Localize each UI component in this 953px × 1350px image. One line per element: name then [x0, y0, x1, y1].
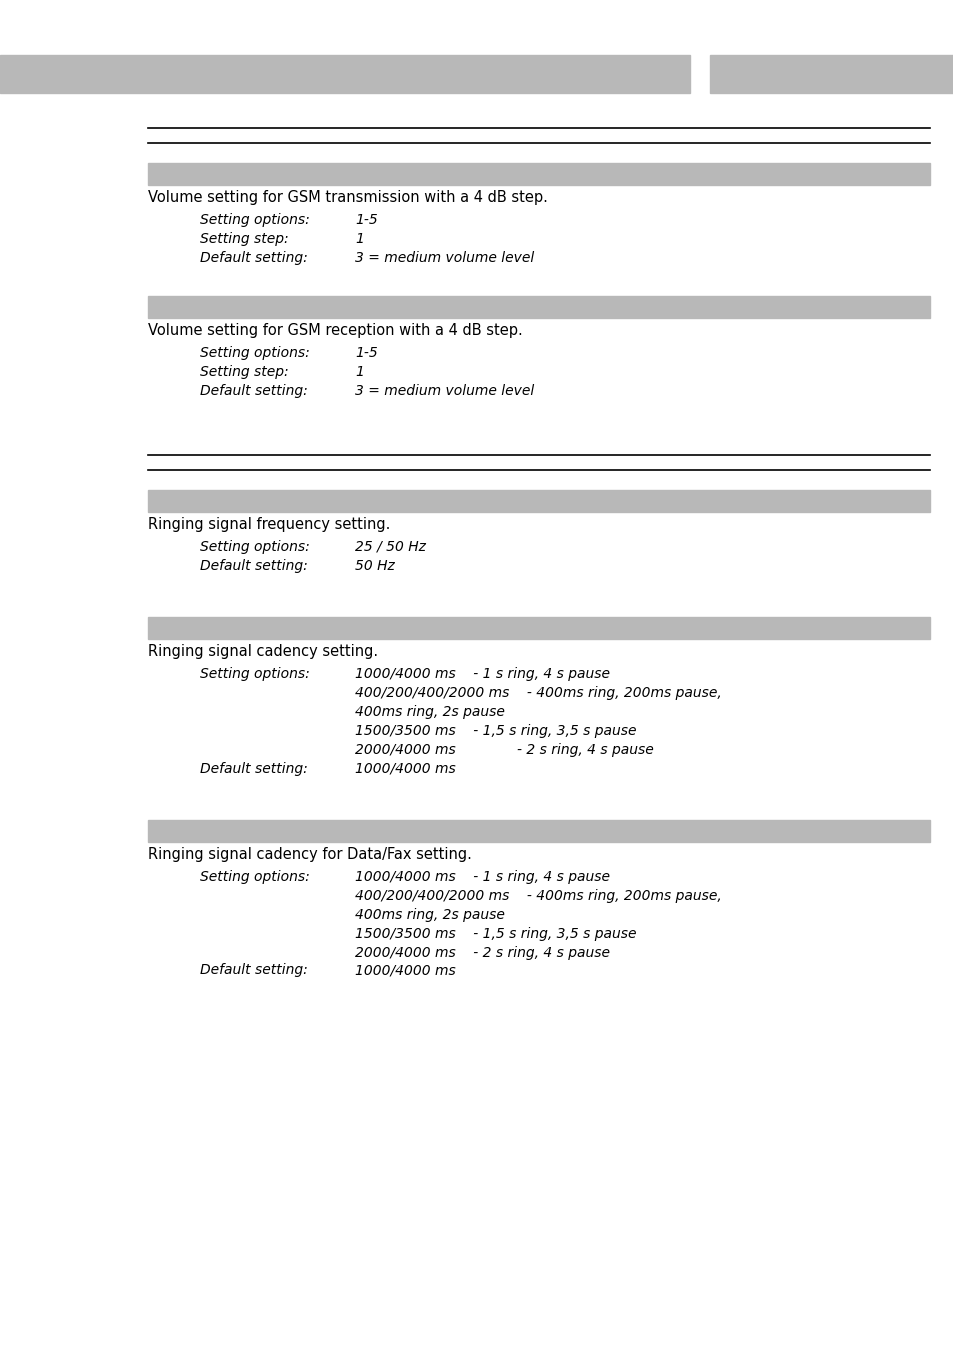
Text: 3 = medium volume level: 3 = medium volume level: [355, 251, 534, 265]
Text: 400ms ring, 2s pause: 400ms ring, 2s pause: [355, 909, 504, 922]
Text: Default setting:: Default setting:: [200, 559, 308, 572]
Text: 1000/4000 ms: 1000/4000 ms: [355, 761, 456, 776]
Text: 50 Hz: 50 Hz: [355, 559, 395, 572]
Text: 400ms ring, 2s pause: 400ms ring, 2s pause: [355, 705, 504, 720]
Text: Setting options:: Setting options:: [200, 869, 310, 884]
Text: 2000/4000 ms    - 2 s ring, 4 s pause: 2000/4000 ms - 2 s ring, 4 s pause: [355, 946, 609, 960]
Text: Ringing signal cadency for Data/Fax setting.: Ringing signal cadency for Data/Fax sett…: [148, 846, 472, 863]
Text: 3 = medium volume level: 3 = medium volume level: [355, 383, 534, 398]
Bar: [148, 163, 929, 185]
Bar: [709, 55, 953, 93]
Text: 2000/4000 ms              - 2 s ring, 4 s pause: 2000/4000 ms - 2 s ring, 4 s pause: [355, 743, 653, 757]
Text: Default setting:: Default setting:: [200, 383, 308, 398]
Text: 400/200/400/2000 ms    - 400ms ring, 200ms pause,: 400/200/400/2000 ms - 400ms ring, 200ms …: [355, 890, 721, 903]
Text: 1: 1: [355, 232, 363, 246]
Bar: [148, 490, 929, 512]
Text: 1-5: 1-5: [355, 346, 377, 360]
Text: Ringing signal frequency setting.: Ringing signal frequency setting.: [148, 517, 390, 532]
Bar: [148, 617, 929, 639]
Bar: [0, 55, 689, 93]
Text: 1000/4000 ms: 1000/4000 ms: [355, 963, 456, 977]
Text: Setting step:: Setting step:: [200, 232, 289, 246]
Text: Setting options:: Setting options:: [200, 540, 310, 553]
Text: Ringing signal cadency setting.: Ringing signal cadency setting.: [148, 644, 377, 659]
Text: Default setting:: Default setting:: [200, 963, 308, 977]
Text: 1-5: 1-5: [355, 213, 377, 227]
Text: 1500/3500 ms    - 1,5 s ring, 3,5 s pause: 1500/3500 ms - 1,5 s ring, 3,5 s pause: [355, 724, 636, 738]
Text: 1000/4000 ms    - 1 s ring, 4 s pause: 1000/4000 ms - 1 s ring, 4 s pause: [355, 667, 609, 680]
Text: Setting step:: Setting step:: [200, 364, 289, 379]
Text: 1000/4000 ms    - 1 s ring, 4 s pause: 1000/4000 ms - 1 s ring, 4 s pause: [355, 869, 609, 884]
Text: Setting options:: Setting options:: [200, 213, 310, 227]
Text: 1: 1: [355, 364, 363, 379]
Text: Default setting:: Default setting:: [200, 761, 308, 776]
Text: Default setting:: Default setting:: [200, 251, 308, 265]
Text: 25 / 50 Hz: 25 / 50 Hz: [355, 540, 425, 553]
Text: 1500/3500 ms    - 1,5 s ring, 3,5 s pause: 1500/3500 ms - 1,5 s ring, 3,5 s pause: [355, 927, 636, 941]
Text: Volume setting for GSM reception with a 4 dB step.: Volume setting for GSM reception with a …: [148, 323, 522, 338]
Text: Setting options:: Setting options:: [200, 346, 310, 360]
Text: Setting options:: Setting options:: [200, 667, 310, 680]
Bar: [148, 819, 929, 842]
Text: Volume setting for GSM transmission with a 4 dB step.: Volume setting for GSM transmission with…: [148, 190, 547, 205]
Text: 400/200/400/2000 ms    - 400ms ring, 200ms pause,: 400/200/400/2000 ms - 400ms ring, 200ms …: [355, 686, 721, 701]
Bar: [148, 296, 929, 319]
